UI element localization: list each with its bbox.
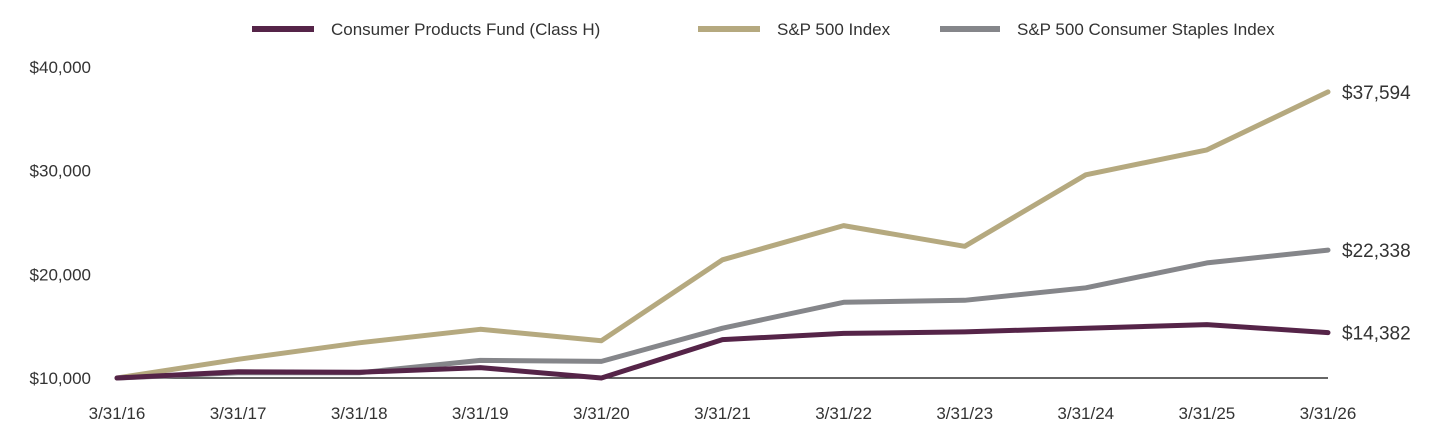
y-axis-ticks: $10,000 $20,000 $30,000 $40,000 <box>30 58 91 388</box>
end-value-label: $37,594 <box>1342 83 1411 104</box>
x-tick-label: 3/31/19 <box>452 404 509 423</box>
x-axis-ticks: 3/31/16 3/31/17 3/31/18 3/31/19 3/31/20 3/31/… <box>89 404 1357 423</box>
x-tick-label: 3/31/18 <box>331 404 388 423</box>
series-line-2 <box>114 247 1331 381</box>
series-line-1 <box>114 89 1331 381</box>
series-line-0 <box>114 322 1331 381</box>
series-lines <box>114 89 1331 381</box>
x-tick-label: 3/31/16 <box>89 404 146 423</box>
end-value-label: $22,338 <box>1342 241 1411 262</box>
legend-label: S&P 500 Consumer Staples Index <box>1017 20 1275 39</box>
end-labels: $14,382 $37,594 $22,338 <box>1342 83 1411 345</box>
x-tick-label: 3/31/23 <box>936 404 993 423</box>
x-tick-label: 3/31/26 <box>1300 404 1357 423</box>
x-tick-label: 3/31/24 <box>1057 404 1114 423</box>
legend-label: S&P 500 Index <box>777 20 891 39</box>
legend: Consumer Products Fund (Class H) S&P 500 … <box>252 20 1275 39</box>
x-tick-label: 3/31/17 <box>210 404 267 423</box>
y-tick-label: $30,000 <box>30 162 91 181</box>
x-tick-label: 3/31/21 <box>694 404 751 423</box>
x-tick-label: 3/31/22 <box>815 404 872 423</box>
legend-label: Consumer Products Fund (Class H) <box>331 20 600 39</box>
x-tick-label: 3/31/20 <box>573 404 630 423</box>
y-tick-label: $10,000 <box>30 369 91 388</box>
y-tick-label: $20,000 <box>30 265 91 284</box>
x-tick-label: 3/31/25 <box>1179 404 1236 423</box>
y-tick-label: $40,000 <box>30 58 91 77</box>
end-value-label: $14,382 <box>1342 324 1411 345</box>
